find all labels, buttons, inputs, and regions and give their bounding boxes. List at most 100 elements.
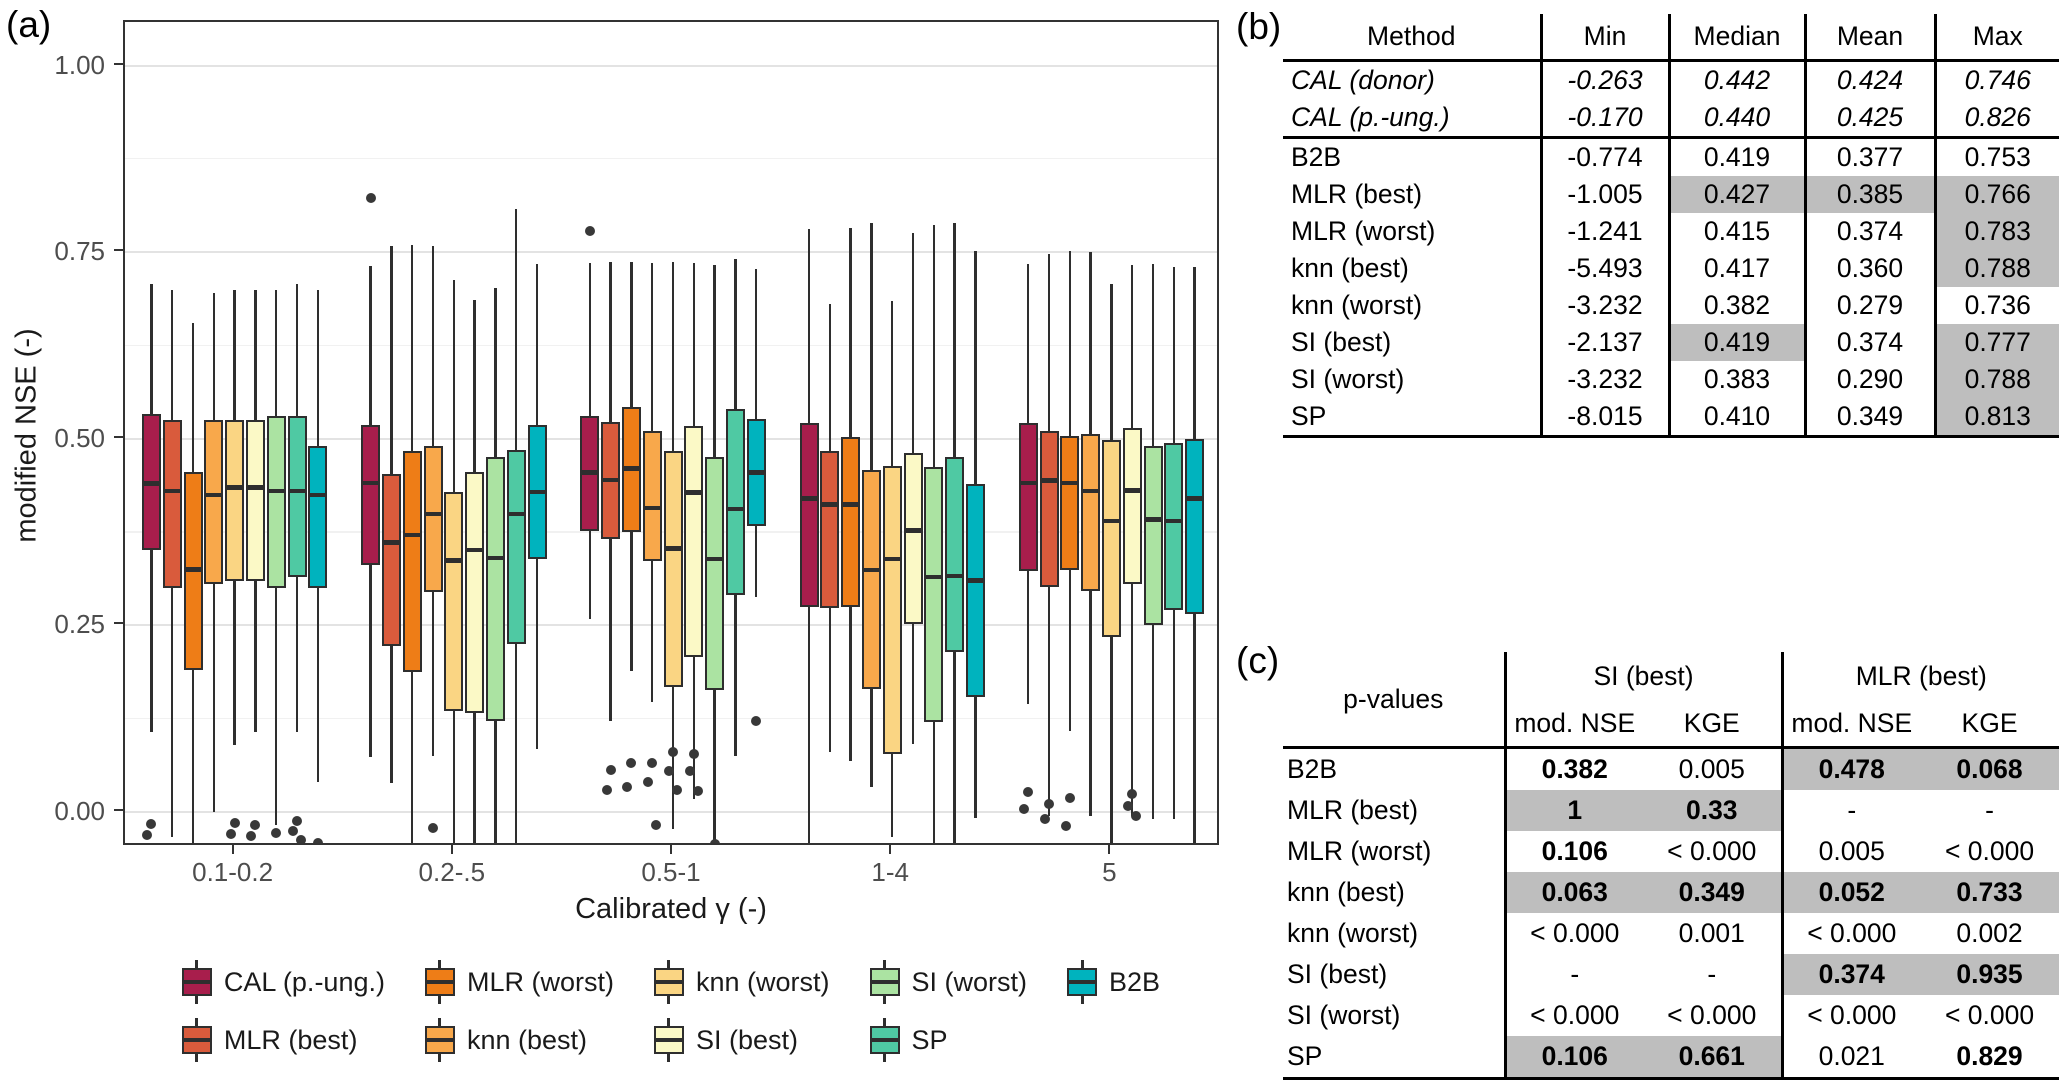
legend-key-icon	[424, 960, 455, 1004]
y-tick-label: 0.25	[54, 609, 105, 640]
method-cell: MLR (best)	[1287, 795, 1419, 825]
boxplot-box	[903, 452, 923, 624]
boxplot-box	[945, 456, 965, 653]
x-axis-title: Calibrated γ (-)	[575, 893, 767, 925]
boxplot-median	[444, 558, 464, 563]
pvalue-cell: 0.005	[1780, 831, 1921, 872]
outlier-point	[709, 839, 720, 843]
value-cell: 0.383	[1667, 361, 1805, 398]
legend-column: knn (worst) SI (best)	[653, 960, 830, 1062]
legend-item: CAL (p.-ung.)	[181, 960, 385, 1004]
y-axis-tick	[114, 622, 123, 625]
legend-item: knn (best)	[424, 1018, 614, 1062]
table-row: knn (worst) < 0.000 0.001 < 0.000 0.002	[1283, 913, 2059, 954]
group-header-mlr-best: MLR (best)	[1780, 652, 2060, 700]
table-row: knn (best) -5.493 0.417 0.360 0.788	[1283, 250, 2059, 287]
boxplot-box	[266, 416, 286, 589]
value-cell: 0.442	[1667, 60, 1805, 99]
legend-column: CAL (p.-ung.) MLR (best)	[181, 960, 385, 1062]
pvalue-cell: < 0.000	[1944, 1000, 2035, 1030]
boxplot-box	[506, 449, 526, 645]
legend-key-icon	[653, 1018, 684, 1062]
legend-label: SP	[911, 1024, 948, 1055]
boxplot-box	[1101, 440, 1121, 637]
value-cell: 0.382	[1667, 287, 1805, 324]
gridline-major	[125, 64, 1217, 67]
table-row: SI (worst) < 0.000 < 0.000 < 0.000 < 0.000	[1283, 995, 2059, 1036]
y-tick-label: 0.50	[54, 422, 105, 453]
x-axis-tick	[231, 845, 234, 854]
method-cell: B2B	[1291, 142, 1342, 172]
value-cell: -3.232	[1539, 361, 1669, 398]
pvalue-cell: < 0.000	[1503, 995, 1643, 1036]
outlier-point	[1123, 801, 1134, 812]
boxplot-box	[663, 450, 683, 688]
pvalue-cell: 0.005	[1678, 754, 1745, 784]
boxplot-box	[225, 420, 245, 581]
boxplot-median	[361, 480, 381, 486]
gridline-minor	[125, 344, 1217, 346]
value-cell: -0.774	[1539, 137, 1669, 176]
value-cell: -5.493	[1539, 250, 1669, 287]
boxplot-box	[924, 467, 944, 722]
table-row: MLR (best) -1.005 0.427 0.385 0.766	[1283, 176, 2059, 213]
legend-key-icon	[181, 1018, 212, 1062]
boxplot-median	[1081, 488, 1101, 494]
boxplot-median	[621, 466, 641, 471]
outlier-point	[1127, 789, 1138, 800]
value-cell: 0.374	[1803, 324, 1935, 361]
method-cell: knn (best)	[1287, 877, 1405, 907]
table-row: knn (worst) -3.232 0.382 0.279 0.736	[1283, 287, 2059, 324]
value-cell: 0.279	[1803, 287, 1935, 324]
x-axis-tick	[670, 845, 672, 854]
boxplot-median	[1164, 518, 1184, 524]
boxplot-median	[601, 477, 621, 483]
boxplot-box	[361, 424, 381, 565]
boxplot-median	[945, 573, 965, 579]
outlier-point	[271, 827, 282, 838]
table-row: CAL (p.-ung.) -0.170 0.440 0.425 0.826	[1283, 99, 2059, 138]
value-cell: 0.427	[1667, 176, 1805, 213]
method-cell: MLR (worst)	[1291, 216, 1436, 246]
x-tick-label: 1-4	[871, 857, 909, 887]
x-axis-tick	[889, 845, 892, 854]
boxplot-median	[1039, 478, 1059, 483]
boxplot-median	[141, 481, 161, 486]
boxplot-median	[799, 496, 819, 501]
pvalue-cell: 0.733	[1920, 872, 2060, 913]
panel-a-label: (a)	[6, 4, 52, 45]
boxplot-box	[820, 451, 840, 609]
boxplot-box	[705, 456, 725, 690]
panel-b-label: (b)	[1236, 6, 1282, 47]
value-cell: 0.736	[1933, 287, 2059, 324]
method-cell: SI (best)	[1287, 959, 1388, 989]
boxplot-box	[485, 457, 505, 721]
method-cell: CAL (p.-ung.)	[1291, 102, 1450, 132]
value-cell: -2.137	[1539, 324, 1669, 361]
y-axis-tick	[114, 249, 123, 252]
boxplot-box	[1060, 435, 1080, 571]
boxplot-panel	[123, 20, 1219, 845]
value-cell: 0.410	[1667, 398, 1805, 437]
pvalue-cell: 0.001	[1678, 918, 1745, 948]
outlier-point	[751, 715, 762, 726]
boxplot-box	[1081, 433, 1101, 592]
outlier-point	[1131, 811, 1142, 822]
outlier-point	[651, 819, 662, 830]
pvalue-cell: 0.661	[1643, 1036, 1783, 1079]
table-row: MLR (worst) 0.106 < 0.000 0.005 < 0.000	[1283, 831, 2059, 872]
legend-item: MLR (best)	[181, 1018, 385, 1062]
legend-item: knn (worst)	[653, 960, 830, 1004]
boxplot-box	[1143, 446, 1163, 626]
legend-item: B2B	[1067, 960, 1160, 1004]
x-tick-label: 0.1-0.2	[192, 857, 274, 887]
boxplot-box	[204, 420, 224, 585]
method-cell: SP	[1291, 401, 1327, 431]
value-cell: -0.263	[1539, 60, 1669, 99]
value-cell: -0.170	[1539, 99, 1669, 138]
summary-table: Method Min Median Mean Max CAL (donor) -0.263…	[1283, 14, 2059, 438]
pvalue-cell: 0.052	[1780, 872, 1921, 913]
value-cell: 0.788	[1933, 250, 2059, 287]
outlier-point	[684, 765, 695, 776]
outlier-point	[428, 823, 438, 834]
